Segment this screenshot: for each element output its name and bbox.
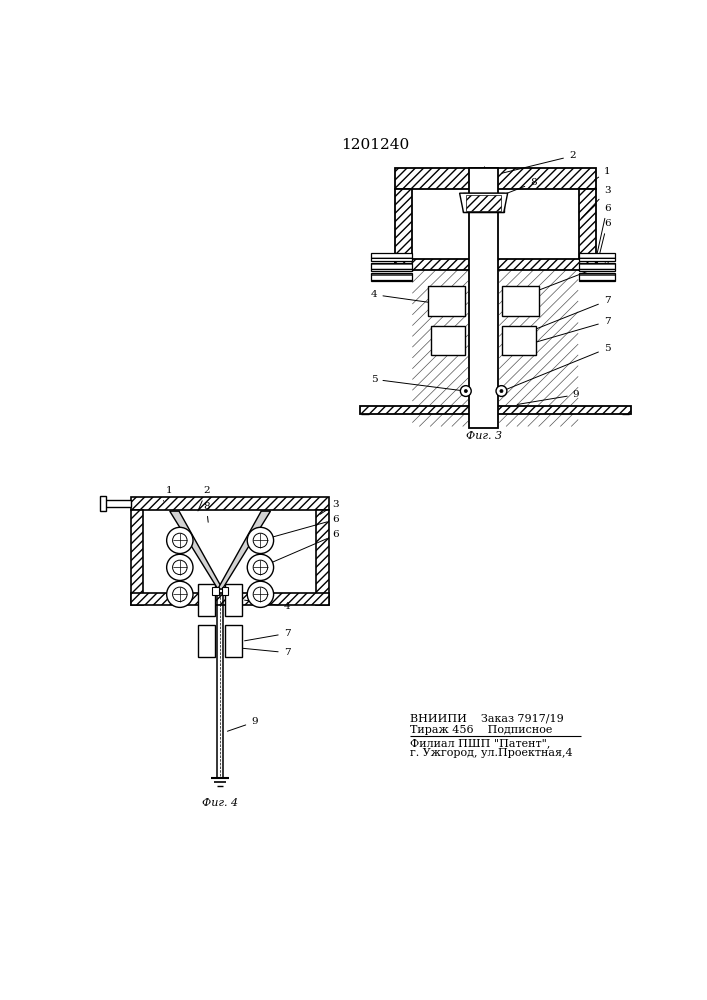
- Circle shape: [167, 527, 193, 554]
- Bar: [579, 263, 615, 271]
- Circle shape: [167, 581, 193, 607]
- Circle shape: [247, 581, 274, 607]
- Bar: [579, 273, 615, 281]
- Polygon shape: [170, 511, 223, 589]
- Text: 2: 2: [502, 151, 575, 173]
- Bar: [411, 189, 579, 259]
- Circle shape: [464, 389, 467, 393]
- Bar: [360, 406, 631, 414]
- Bar: [199, 625, 216, 657]
- Bar: [144, 510, 316, 593]
- Bar: [395, 259, 596, 270]
- Bar: [395, 168, 596, 189]
- Text: 3: 3: [582, 186, 610, 218]
- Text: 5: 5: [505, 344, 610, 390]
- Bar: [225, 584, 242, 616]
- Circle shape: [460, 386, 472, 396]
- Text: 1: 1: [163, 486, 173, 501]
- Text: 8: 8: [203, 502, 210, 522]
- Bar: [131, 593, 329, 605]
- Text: 7: 7: [522, 296, 610, 335]
- Circle shape: [500, 389, 503, 393]
- Text: 3: 3: [320, 500, 339, 514]
- Text: Тираж 456    Подписное: Тираж 456 Подписное: [410, 725, 552, 735]
- Bar: [100, 496, 106, 511]
- Polygon shape: [218, 511, 271, 589]
- Bar: [199, 584, 216, 616]
- Polygon shape: [460, 193, 508, 212]
- Circle shape: [247, 554, 274, 580]
- Bar: [371, 273, 411, 281]
- Text: Фиг. 3: Фиг. 3: [466, 431, 502, 441]
- Text: 6: 6: [597, 204, 610, 256]
- Text: 6: 6: [597, 219, 610, 266]
- Text: 4: 4: [523, 259, 610, 296]
- Text: г. Ужгород, ул.Проектная,4: г. Ужгород, ул.Проектная,4: [410, 748, 573, 758]
- Text: 1: 1: [595, 167, 610, 180]
- Bar: [212, 587, 218, 595]
- Bar: [579, 189, 596, 270]
- Bar: [464, 193, 504, 212]
- Bar: [428, 286, 465, 316]
- Bar: [502, 286, 539, 316]
- Bar: [469, 168, 498, 428]
- Bar: [222, 587, 228, 595]
- Text: 7: 7: [508, 317, 610, 350]
- Text: 8: 8: [490, 178, 537, 200]
- Bar: [316, 510, 329, 605]
- Circle shape: [247, 527, 274, 554]
- Bar: [466, 195, 501, 211]
- Circle shape: [167, 554, 193, 580]
- Text: Фиг. 4: Фиг. 4: [202, 798, 238, 808]
- Text: 4: 4: [371, 290, 444, 304]
- Text: 1201240: 1201240: [341, 138, 409, 152]
- Text: 7: 7: [245, 629, 291, 641]
- Bar: [502, 326, 537, 355]
- Bar: [579, 253, 615, 261]
- Bar: [131, 497, 329, 510]
- Text: 5: 5: [371, 375, 462, 391]
- Text: 4: 4: [245, 600, 291, 611]
- Text: 6: 6: [263, 530, 339, 566]
- Bar: [104, 500, 131, 507]
- Bar: [371, 253, 411, 261]
- Text: ВНИИПИ    Заказ 7917/19: ВНИИПИ Заказ 7917/19: [410, 713, 563, 723]
- Text: 7: 7: [229, 647, 291, 657]
- Bar: [395, 189, 411, 270]
- Bar: [131, 510, 144, 605]
- Bar: [431, 326, 465, 355]
- Text: 9: 9: [228, 717, 258, 731]
- Text: 9: 9: [518, 390, 579, 404]
- Bar: [371, 263, 411, 271]
- Text: 6: 6: [263, 515, 339, 540]
- Circle shape: [496, 386, 507, 396]
- Text: Филиал ПШП "Патент",: Филиал ПШП "Патент",: [410, 739, 550, 749]
- Bar: [225, 625, 242, 657]
- Text: 2: 2: [198, 486, 210, 511]
